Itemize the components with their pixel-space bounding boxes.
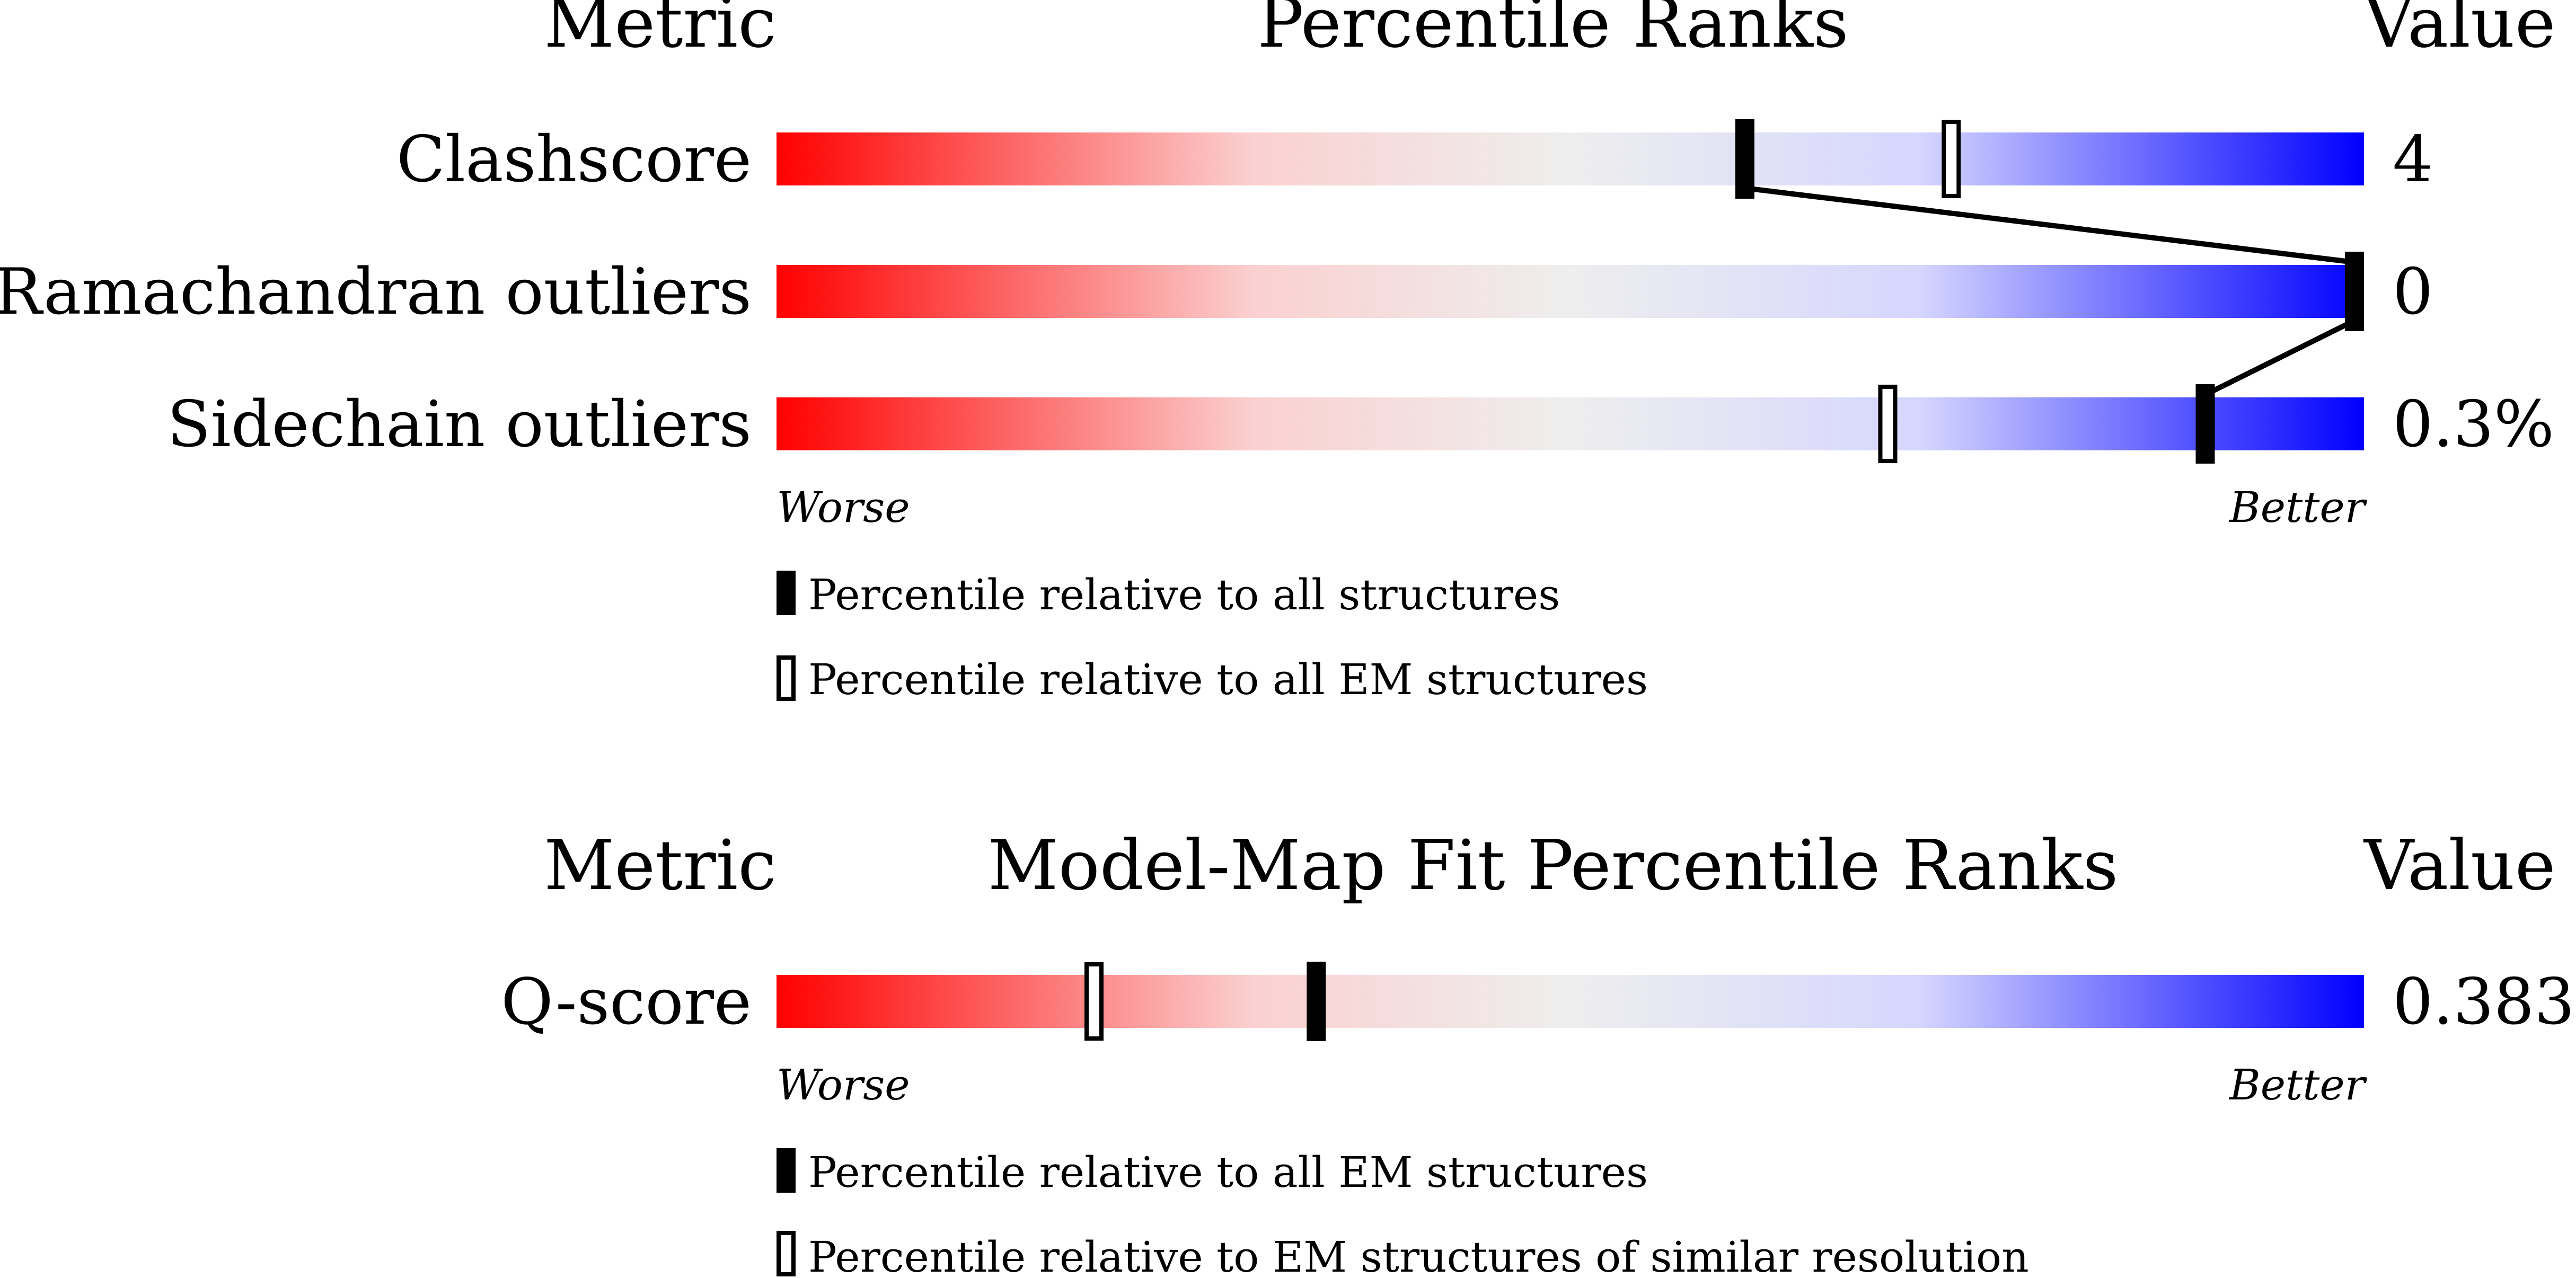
percentile-bar-q-score xyxy=(777,975,2364,1028)
panel2-rows: Q-score 0.383 xyxy=(501,962,2575,1041)
panel1-header-value: Value xyxy=(2363,0,2556,63)
panel1-legend-hollow-text: Percentile relative to all EM structures xyxy=(808,655,1648,704)
panel1-worse-label: Worse xyxy=(777,483,910,532)
metric-label-q-score: Q-score xyxy=(501,965,752,1039)
panel1-header-title: Percentile Ranks xyxy=(1257,0,1848,63)
metric-label-clashscore: Clashscore xyxy=(396,123,752,197)
percentile-connector xyxy=(2204,318,2356,397)
metric-value-clashscore: 4 xyxy=(2393,123,2433,197)
metric-value-sidechain-outliers: 0.3% xyxy=(2393,388,2554,462)
legend-filled-marker xyxy=(777,571,796,615)
metric-label-ramachandran-outliers: Ramachandran outliers xyxy=(0,255,752,329)
marker-filled-ramachandran-outliers xyxy=(2345,252,2364,331)
percentile-connector xyxy=(1744,185,2355,265)
panel2-worse-label: Worse xyxy=(777,1060,910,1110)
marker-filled-clashscore xyxy=(1735,119,1754,199)
panel2-legend-filled-text: Percentile relative to all EM structures xyxy=(808,1148,1648,1197)
marker-hollow-clashscore xyxy=(1942,120,1961,198)
legend-hollow-marker xyxy=(777,655,796,701)
panel2-header-title: Model-Map Fit Percentile Ranks xyxy=(988,825,2119,906)
percentile-bar-clashscore xyxy=(777,132,2364,185)
marker-filled-sidechain-outliers xyxy=(2195,384,2215,464)
percentile-bar-sidechain-outliers xyxy=(777,397,2364,450)
metric-value-q-score: 0.383 xyxy=(2393,965,2575,1039)
panel1-rows: Clashscore 4 Ramachandran outliers 0 Sidecha… xyxy=(0,119,2554,464)
panel2-header-value: Value xyxy=(2363,825,2556,906)
panel2-better-label: Better xyxy=(2228,1060,2368,1110)
panel1-better-label: Better xyxy=(2228,483,2368,532)
panel2-header-metric: Metric xyxy=(544,825,777,906)
marker-hollow-sidechain-outliers xyxy=(1878,385,1898,463)
panel2-legend: Percentile relative to all EM structures… xyxy=(777,1148,2029,1278)
metric-label-sidechain-outliers: Sidechain outliers xyxy=(167,388,752,462)
legend-filled-marker xyxy=(777,1148,796,1193)
metric-value-ramachandran-outliers: 0 xyxy=(2393,255,2433,329)
percentile-bar-ramachandran-outliers xyxy=(777,265,2364,318)
marker-hollow-q-score xyxy=(1084,962,1104,1041)
legend-hollow-marker xyxy=(777,1231,796,1276)
panel1-legend: Percentile relative to all structures Pe… xyxy=(777,570,1648,704)
marker-filled-q-score xyxy=(1307,962,1326,1041)
panel2-legend-hollow-text: Percentile relative to EM structures of … xyxy=(808,1232,2029,1278)
panel1-legend-filled-text: Percentile relative to all structures xyxy=(808,570,1560,619)
panel1-header-metric: Metric xyxy=(544,0,777,63)
